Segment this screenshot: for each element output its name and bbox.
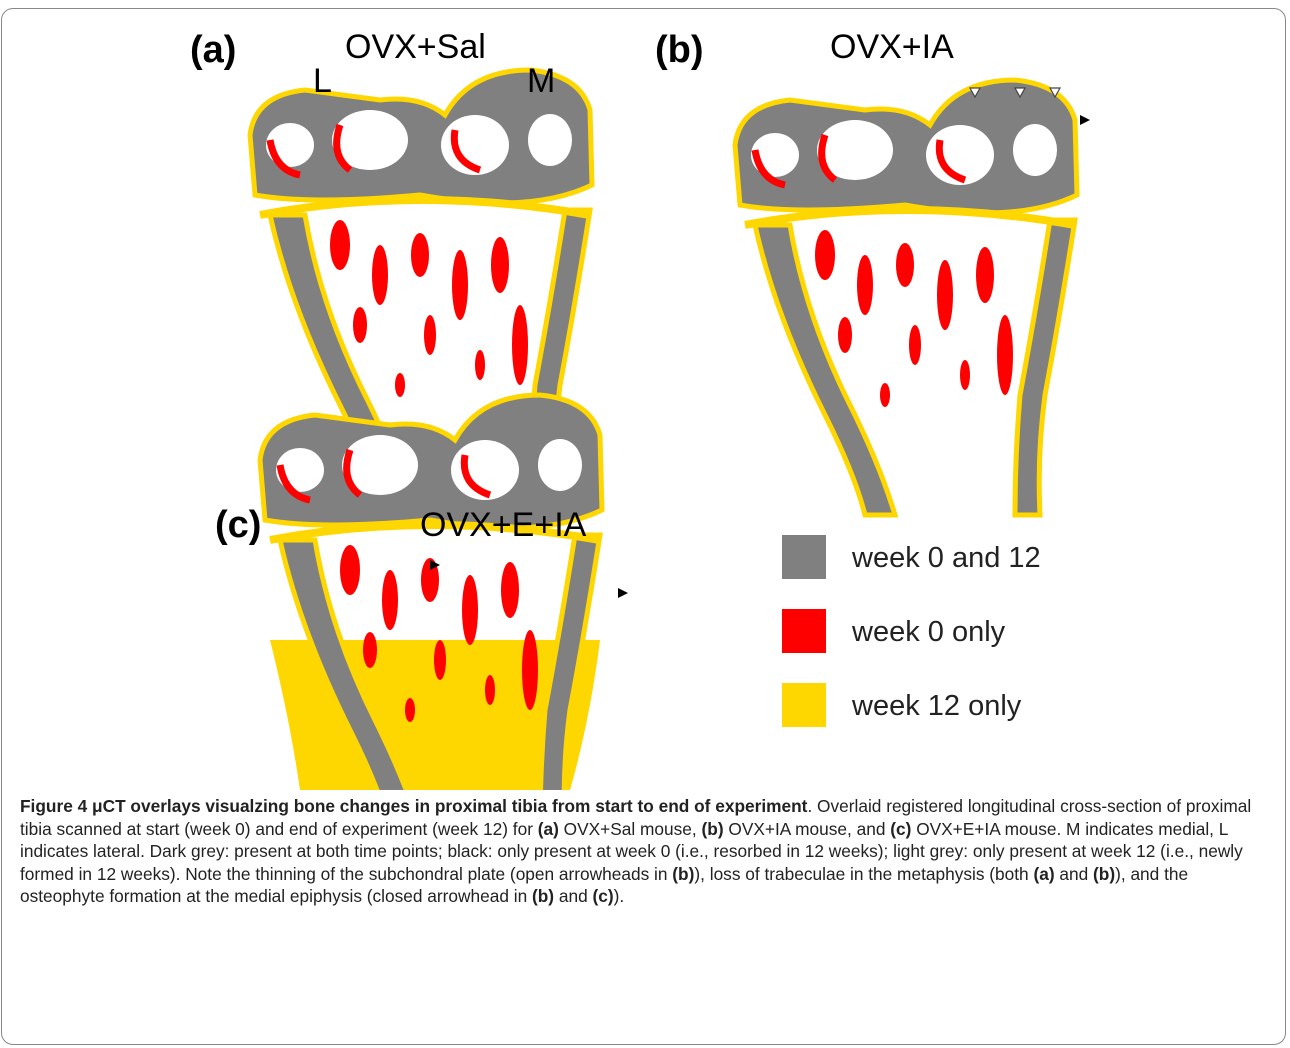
caption-text: and bbox=[1055, 864, 1093, 884]
caption-bold: (a) bbox=[1033, 864, 1054, 884]
figure: (a) OVX+Sal L M (b) OVX+IA (c) OVX+E+IA … bbox=[0, 0, 1290, 790]
legend-label: week 0 and 12 bbox=[851, 542, 1041, 574]
bone-overlay bbox=[735, 80, 1077, 515]
panel-title: OVX+E+IA bbox=[420, 506, 587, 544]
caption-bold: (c) bbox=[593, 886, 614, 906]
legend-label: week 12 only bbox=[851, 690, 1022, 722]
page: (a) OVX+Sal L M (b) OVX+IA (c) OVX+E+IA … bbox=[0, 0, 1290, 1048]
caption-text: ), loss of trabeculae in the metaphysis … bbox=[694, 864, 1033, 884]
legend-label: week 0 only bbox=[851, 616, 1006, 648]
panel-label: (c) bbox=[215, 504, 261, 546]
legend: week 0 and 12 week 0 only week 12 only bbox=[782, 535, 1041, 727]
legend-swatch bbox=[782, 609, 826, 653]
medial-label: M bbox=[527, 62, 555, 100]
caption-bold: (b) bbox=[702, 819, 724, 839]
caption-text: ). bbox=[614, 886, 625, 906]
panel-label: (b) bbox=[655, 29, 704, 71]
legend-swatch bbox=[782, 683, 826, 727]
figure-caption: Figure 4 μCT overlays visualzing bone ch… bbox=[20, 795, 1275, 908]
caption-text: OVX+Sal mouse, bbox=[559, 819, 702, 839]
caption-bold: (b) bbox=[672, 864, 694, 884]
caption-bold: (b) bbox=[532, 886, 554, 906]
lateral-label: L bbox=[313, 62, 332, 100]
caption-bold: (b) bbox=[1093, 864, 1115, 884]
caption-text: and bbox=[554, 886, 592, 906]
panel-title: OVX+Sal bbox=[345, 28, 486, 66]
panel-label: (a) bbox=[190, 29, 236, 71]
caption-text: OVX+IA mouse, and bbox=[724, 819, 891, 839]
bone-overlay bbox=[260, 395, 602, 790]
caption-bold: Figure 4 μCT overlays visualzing bone ch… bbox=[20, 796, 807, 816]
caption-bold: (a) bbox=[538, 819, 559, 839]
legend-swatch bbox=[782, 535, 826, 579]
panel-title: OVX+IA bbox=[830, 28, 954, 66]
caption-bold: (c) bbox=[890, 819, 911, 839]
